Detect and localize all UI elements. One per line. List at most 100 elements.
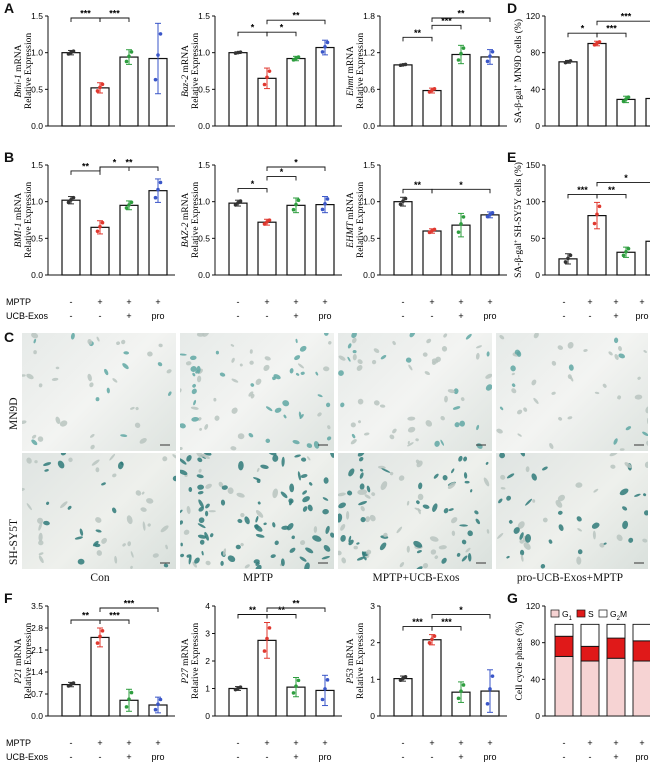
stained-cell (122, 543, 126, 547)
chart-baz2-human-mrna: 0.0 0.5 1.0 1.5 BAZ-2 mRNA Relative Expressio… (181, 158, 342, 280)
data-point (398, 678, 403, 682)
stained-cell (392, 340, 396, 346)
treatment-ucb-value: - (402, 311, 405, 321)
stained-cell (135, 490, 142, 496)
stained-cell (260, 464, 269, 469)
stained-cell (351, 333, 357, 339)
stained-cell (330, 453, 334, 458)
significance-label: ** (249, 605, 257, 615)
stained-cell (366, 549, 372, 555)
stained-cell (197, 417, 202, 421)
stained-cell (255, 516, 259, 523)
stained-cell (282, 400, 290, 407)
stained-cell (644, 461, 648, 468)
stained-cell (326, 436, 332, 441)
significance-label: * (294, 158, 298, 168)
data-point (95, 641, 100, 645)
data-point (325, 678, 330, 682)
stained-cell (499, 335, 505, 340)
stained-cell (205, 483, 212, 489)
stained-cell (542, 517, 548, 523)
y-tick-label: 1.5 (31, 11, 43, 21)
bar (480, 56, 500, 127)
stained-cell (356, 556, 365, 561)
stained-cell (299, 556, 307, 562)
significance-bracket (237, 31, 268, 37)
stained-cell (359, 468, 364, 472)
stained-cell (609, 453, 618, 457)
y-tick-label: 1.0 (198, 197, 210, 207)
stained-cell (197, 523, 206, 529)
stained-cell (302, 506, 308, 512)
significance-bracket (402, 36, 433, 42)
stained-cell (485, 384, 492, 391)
stained-cell (617, 395, 622, 400)
data-point (95, 229, 100, 234)
data-point (265, 636, 269, 641)
stained-cell (500, 487, 506, 490)
stained-cell (250, 393, 255, 399)
significance-label: *** (577, 185, 588, 195)
stained-cell (38, 383, 43, 388)
significance-bracket (99, 166, 159, 171)
stained-cell (196, 474, 204, 479)
stained-cell (360, 505, 365, 512)
bar (90, 87, 110, 127)
stained-cell (249, 360, 254, 365)
bar (422, 89, 442, 127)
stained-cell (440, 416, 445, 421)
stained-cell (201, 550, 204, 556)
data-point (461, 215, 466, 219)
stained-cell (434, 440, 440, 447)
bar (90, 226, 110, 276)
legend-label: G1 (562, 609, 573, 622)
stained-cell (413, 540, 423, 548)
stacked-segment-s (606, 637, 626, 659)
significance-bracket (431, 24, 462, 30)
data-point (432, 634, 437, 638)
stained-cell (146, 498, 154, 504)
ylabel-superscript: + (514, 239, 520, 243)
bar (393, 64, 413, 127)
stained-cell (576, 516, 582, 522)
stained-cell (166, 369, 172, 374)
stained-cell (309, 482, 313, 486)
stained-cell (240, 542, 244, 547)
data-point (66, 200, 71, 205)
y-axis-label-2: Relative Expression (356, 33, 366, 109)
stained-cell (608, 351, 613, 356)
treatment-ucb-value: + (613, 752, 618, 762)
stained-cell (360, 516, 366, 523)
y-tick-label: 0.5 (198, 84, 210, 94)
stained-cell (38, 555, 44, 564)
y-tick-label: 0.7 (31, 689, 43, 699)
bar (315, 203, 335, 276)
stained-cell (254, 524, 263, 532)
stained-cell (180, 469, 188, 476)
stained-cell (163, 563, 169, 568)
stained-cell (407, 440, 410, 445)
y-tick-label: 2 (205, 656, 210, 666)
significance-label: ** (278, 605, 286, 615)
treatment-ucb-value: pro (318, 311, 331, 321)
stained-cell (348, 535, 352, 543)
panel-letter-b: B (4, 149, 15, 165)
legend-subscript: 2 (617, 616, 621, 622)
treatment-mptp-value: + (155, 738, 160, 748)
stained-cell (281, 525, 289, 530)
stained-cell (452, 406, 461, 410)
stained-cell (95, 529, 102, 533)
treatment-mptp-value: + (126, 297, 131, 307)
stained-cell (642, 538, 648, 543)
legend-label: G2M (610, 609, 627, 622)
significance-bracket (567, 32, 598, 38)
treatment-ucb-value: - (237, 752, 240, 762)
y-axis-label-2: Relative Expression (191, 33, 201, 109)
stained-cell (51, 377, 59, 381)
significance-bracket (99, 17, 130, 22)
stained-cell (257, 501, 261, 505)
stained-cell (274, 407, 282, 413)
bar (148, 190, 168, 276)
stained-cell (467, 553, 472, 562)
stained-cell (205, 503, 210, 509)
